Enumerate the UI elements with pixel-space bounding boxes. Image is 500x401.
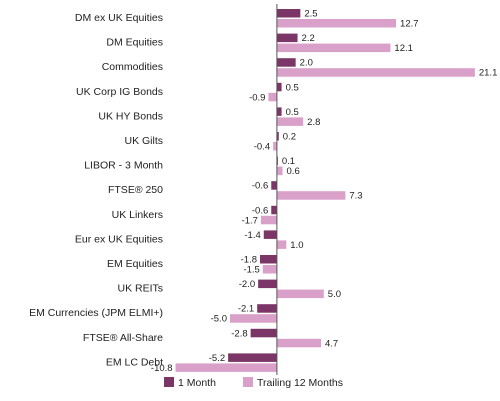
value-label-trailing-12-months-ftse-all-share: 4.7 bbox=[325, 338, 338, 349]
value-label-1-month-dm-equities: 2.2 bbox=[302, 33, 315, 44]
bar-1-month-uk-reits bbox=[258, 279, 277, 289]
value-label-trailing-12-months-em-currencies-jpm-elmi: -5.0 bbox=[211, 314, 227, 325]
value-label-1-month-dm-ex-uk-equities: 2.5 bbox=[304, 9, 317, 20]
category-label-commodities: Commodities bbox=[102, 61, 163, 73]
bar-trailing-12-months-uk-reits bbox=[276, 289, 324, 299]
value-label-trailing-12-months-uk-linkers: -1.7 bbox=[242, 215, 258, 226]
bar-1-month-dm-equities bbox=[276, 33, 298, 43]
category-label-em-equities: EM Equities bbox=[107, 258, 163, 270]
bar-trailing-12-months-uk-hy-bonds bbox=[276, 117, 304, 126]
category-label-ftse-all-share: FTSE® All-Share bbox=[83, 332, 163, 344]
category-label-libor-3-month: LIBOR - 3 Month bbox=[84, 160, 163, 172]
value-label-1-month-ftse-all-share: -2.8 bbox=[231, 328, 247, 339]
category-label-uk-hy-bonds: UK HY Bonds bbox=[98, 110, 163, 122]
bar-trailing-12-months-em-currencies-jpm-elmi bbox=[229, 314, 277, 323]
bar-trailing-12-months-commodities bbox=[276, 68, 475, 77]
value-label-1-month-eur-ex-uk-equities: -1.4 bbox=[244, 230, 260, 241]
value-label-trailing-12-months-ftse-250: 7.3 bbox=[349, 191, 362, 202]
legend: 1 Month Trailing 12 Months bbox=[164, 377, 343, 389]
bar-1-month-commodities bbox=[276, 58, 296, 67]
bar-trailing-12-months-dm-ex-uk-equities bbox=[276, 19, 397, 28]
category-label-uk-gilts: UK Gilts bbox=[124, 135, 163, 147]
value-label-trailing-12-months-eur-ex-uk-equities: 1.0 bbox=[290, 240, 303, 251]
labels-layer: DM ex UK Equities 2.5 12.7 DM Equities 2.2 12… bbox=[29, 9, 497, 374]
value-label-trailing-12-months-uk-corp-ig-bonds: -0.9 bbox=[249, 92, 265, 103]
bar-1-month-em-lc-debt bbox=[228, 353, 277, 362]
category-label-uk-reits: UK REITs bbox=[117, 283, 163, 295]
legend-label-trailing-12-months: Trailing 12 Months bbox=[257, 377, 343, 389]
legend-swatch-trailing-12-months bbox=[243, 377, 253, 387]
bar-trailing-12-months-uk-linkers bbox=[260, 215, 277, 225]
bar-trailing-12-months-em-lc-debt bbox=[175, 363, 277, 372]
value-label-trailing-12-months-uk-reits: 5.0 bbox=[328, 289, 341, 300]
bar-1-month-uk-corp-ig-bonds bbox=[276, 82, 282, 92]
value-label-trailing-12-months-em-equities: -1.5 bbox=[243, 265, 259, 276]
bar-1-month-em-equities bbox=[260, 255, 277, 264]
bar-trailing-12-months-libor-3-month bbox=[276, 166, 283, 176]
value-label-1-month-ftse-250: -0.6 bbox=[252, 181, 268, 192]
value-label-trailing-12-months-libor-3-month: 0.6 bbox=[287, 166, 300, 177]
category-label-em-currencies-jpm-elmi: EM Currencies (JPM ELMI+) bbox=[29, 307, 163, 319]
bar-1-month-eur-ex-uk-equities bbox=[263, 230, 277, 239]
value-label-trailing-12-months-dm-ex-uk-equities: 12.7 bbox=[400, 19, 419, 30]
value-label-1-month-em-lc-debt: -5.2 bbox=[209, 353, 225, 364]
bar-1-month-ftse-all-share bbox=[250, 328, 277, 338]
bar-1-month-uk-hy-bonds bbox=[276, 107, 282, 116]
bar-1-month-ftse-250 bbox=[271, 181, 277, 190]
bar-1-month-dm-ex-uk-equities bbox=[276, 9, 301, 18]
category-label-ftse-250: FTSE® 250 bbox=[108, 184, 163, 196]
value-label-trailing-12-months-uk-gilts: -0.4 bbox=[254, 142, 270, 153]
bar-trailing-12-months-ftse-250 bbox=[276, 191, 346, 200]
bar-1-month-uk-gilts bbox=[276, 132, 279, 141]
bar-1-month-em-currencies-jpm-elmi bbox=[257, 304, 277, 313]
legend-swatch-1-month bbox=[164, 377, 174, 387]
bar-trailing-12-months-uk-corp-ig-bonds bbox=[268, 92, 277, 102]
value-label-1-month-uk-gilts: 0.2 bbox=[283, 132, 296, 143]
category-label-eur-ex-uk-equities: Eur ex UK Equities bbox=[75, 233, 163, 245]
bar-trailing-12-months-dm-equities bbox=[276, 43, 391, 53]
bar-trailing-12-months-ftse-all-share bbox=[276, 338, 321, 348]
value-label-trailing-12-months-dm-equities: 12.1 bbox=[394, 43, 413, 54]
value-label-1-month-commodities: 2.0 bbox=[300, 58, 313, 69]
category-label-uk-linkers: UK Linkers bbox=[112, 209, 163, 221]
category-label-uk-corp-ig-bonds: UK Corp IG Bonds bbox=[76, 86, 163, 98]
value-label-1-month-uk-hy-bonds: 0.5 bbox=[286, 107, 299, 118]
value-label-trailing-12-months-em-lc-debt: -10.8 bbox=[151, 363, 173, 374]
bars-layer bbox=[175, 9, 475, 372]
category-label-dm-ex-uk-equities: DM ex UK Equities bbox=[75, 12, 163, 24]
value-label-1-month-em-equities: -1.8 bbox=[241, 255, 257, 266]
bar-trailing-12-months-eur-ex-uk-equities bbox=[276, 240, 287, 249]
value-label-1-month-libor-3-month: 0.1 bbox=[282, 156, 295, 167]
legend-label-1-month: 1 Month bbox=[178, 377, 216, 389]
bar-1-month-uk-linkers bbox=[271, 205, 277, 215]
value-label-trailing-12-months-commodities: 21.1 bbox=[479, 68, 498, 79]
category-label-dm-equities: DM Equities bbox=[106, 37, 163, 49]
value-label-1-month-em-currencies-jpm-elmi: -2.1 bbox=[238, 304, 254, 315]
category-label-em-lc-debt: EM LC Debt bbox=[106, 356, 163, 368]
value-label-1-month-uk-linkers: -0.6 bbox=[252, 205, 268, 216]
bar-trailing-12-months-uk-gilts bbox=[273, 142, 277, 151]
value-label-1-month-uk-corp-ig-bonds: 0.5 bbox=[286, 82, 299, 93]
value-label-1-month-uk-reits: -2.0 bbox=[239, 279, 255, 290]
value-label-trailing-12-months-uk-hy-bonds: 2.8 bbox=[307, 117, 320, 128]
bar-trailing-12-months-em-equities bbox=[262, 265, 277, 274]
